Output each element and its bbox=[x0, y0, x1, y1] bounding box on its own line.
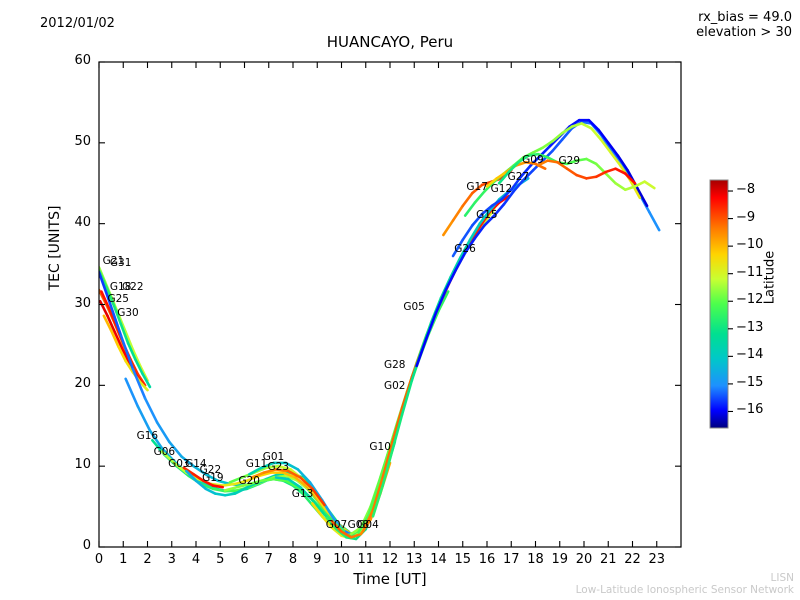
satellite-label-G13: G13 bbox=[291, 488, 314, 501]
satellite-label-G29: G29 bbox=[558, 155, 581, 168]
satellite-label-G09: G09 bbox=[522, 153, 544, 166]
satellite-label-G05: G05 bbox=[403, 300, 425, 313]
colorbar-tick-8: −16 bbox=[736, 402, 764, 418]
y-tick-label-10: 10 bbox=[74, 457, 91, 473]
x-tick-label-12: 12 bbox=[381, 552, 399, 567]
series-G23 bbox=[250, 468, 326, 507]
x-tick-label-22: 22 bbox=[624, 552, 641, 567]
x-tick-label-13: 13 bbox=[405, 552, 423, 567]
satellite-label-G01: G01 bbox=[262, 451, 285, 464]
x-tick-label-21: 21 bbox=[599, 552, 617, 567]
satellite-label-G26: G26 bbox=[454, 242, 476, 255]
footer-credit: LISN Low-Latitude Ionospheric Sensor Net… bbox=[576, 572, 794, 596]
series-G02 bbox=[357, 207, 496, 534]
colorbar-ticks bbox=[728, 190, 733, 413]
series-layer bbox=[99, 118, 661, 541]
satellite-label-G22a: G22 bbox=[122, 281, 144, 294]
satellite-label-G28: G28 bbox=[383, 358, 406, 371]
y-tick-label-40: 40 bbox=[74, 214, 91, 230]
satellite-label-G20: G20 bbox=[238, 475, 260, 488]
x-tick-label-10: 10 bbox=[333, 552, 350, 567]
satellite-label-G17: G17 bbox=[466, 181, 488, 194]
x-tick-label-15: 15 bbox=[454, 552, 472, 567]
series-G29 bbox=[536, 159, 637, 185]
series-G30 bbox=[102, 314, 149, 392]
y-tick-label-50: 50 bbox=[74, 133, 91, 149]
satellite-label-G23: G23 bbox=[267, 460, 290, 473]
x-tick-label-18: 18 bbox=[527, 552, 544, 567]
colorbar-tick-1: −9 bbox=[736, 209, 756, 225]
satellite-label-G15: G15 bbox=[476, 208, 498, 221]
series-G09 bbox=[497, 152, 656, 192]
colorbar-tick-3: −11 bbox=[736, 264, 764, 280]
satellite-label-G30: G30 bbox=[117, 307, 139, 320]
x-tick-label-14: 14 bbox=[430, 552, 447, 567]
satellite-label-G12: G12 bbox=[490, 182, 513, 195]
x-tick-label-11: 11 bbox=[357, 552, 375, 567]
x-tick-label-4: 4 bbox=[191, 552, 201, 567]
satellite-label-G04: G04 bbox=[357, 518, 379, 531]
x-tick-label-1: 1 bbox=[119, 552, 128, 567]
satellite-label-G08: G08 bbox=[347, 518, 370, 531]
x-tick-label-7: 7 bbox=[264, 552, 273, 567]
satellite-label-G21: G21 bbox=[102, 255, 125, 268]
rx-bias-text: rx_bias = 49.0 bbox=[698, 10, 792, 25]
x-tick-label-2: 2 bbox=[143, 552, 152, 567]
x-tick-label-20: 20 bbox=[575, 552, 593, 567]
satellite-label-G31: G31 bbox=[109, 257, 132, 270]
axes-layer bbox=[98, 61, 682, 548]
y-tick-label-30: 30 bbox=[74, 295, 91, 311]
satellite-label-G19: G19 bbox=[202, 472, 224, 485]
x-tick-label-17: 17 bbox=[502, 552, 520, 567]
x-tick-label-19: 19 bbox=[551, 552, 569, 567]
x-tick-label-5: 5 bbox=[216, 552, 225, 567]
annotation-block: rx_bias = 49.0 elevation > 30 bbox=[696, 10, 792, 40]
satellite-label-G10: G10 bbox=[369, 441, 391, 454]
x-tick-label-23: 23 bbox=[648, 552, 666, 567]
date-label: 2012/01/02 bbox=[40, 16, 115, 31]
colorbar-gradient bbox=[709, 179, 729, 429]
satellite-label-G03: G03 bbox=[168, 457, 190, 470]
x-axis-label: Time [UT] bbox=[353, 570, 427, 588]
satellite-label-G16: G16 bbox=[136, 430, 159, 443]
footer-name: Low-Latitude Ionospheric Sensor Network bbox=[575, 584, 794, 596]
footer-acronym: LISN bbox=[770, 572, 794, 584]
satellite-label-G18: G18 bbox=[109, 281, 132, 294]
satellite-label-G22b: G22 bbox=[199, 464, 222, 477]
x-tick-label-3: 3 bbox=[167, 552, 176, 567]
colorbar-tick-4: −12 bbox=[736, 292, 764, 308]
colorbar-tick-5: −13 bbox=[736, 319, 764, 335]
y-tick-label-60: 60 bbox=[74, 53, 91, 68]
satellite-label-G14: G14 bbox=[185, 457, 207, 470]
colorbar-tick-2: −10 bbox=[736, 237, 764, 253]
colorbar-tick-0: −8 bbox=[736, 182, 756, 198]
elevation-text: elevation > 30 bbox=[696, 25, 792, 40]
x-tick-label-8: 8 bbox=[288, 552, 298, 567]
series-G22b bbox=[182, 466, 224, 489]
satellite-label-G27: G27 bbox=[507, 171, 530, 184]
colorbar-tick-6: −14 bbox=[736, 347, 764, 363]
satellite-label-G06: G06 bbox=[153, 446, 176, 459]
satellite-label-G11: G11 bbox=[245, 457, 268, 470]
satellite-label-G02: G02 bbox=[383, 379, 406, 392]
x-tick-label-16: 16 bbox=[478, 552, 496, 567]
colorbar-tick-7: −15 bbox=[736, 374, 764, 390]
series-G05 bbox=[371, 177, 530, 518]
y-tick-label-20: 20 bbox=[74, 376, 91, 392]
chart-title: HUANCAYO, Peru bbox=[326, 33, 454, 51]
x-tick-label-6: 6 bbox=[240, 552, 249, 567]
satellite-label-G25: G25 bbox=[107, 292, 129, 305]
x-tick-label-0: 0 bbox=[94, 552, 104, 567]
y-tick-label-0: 0 bbox=[82, 538, 91, 553]
x-tick-label-9: 9 bbox=[313, 552, 322, 567]
satellite-label-G07: G07 bbox=[325, 518, 348, 531]
